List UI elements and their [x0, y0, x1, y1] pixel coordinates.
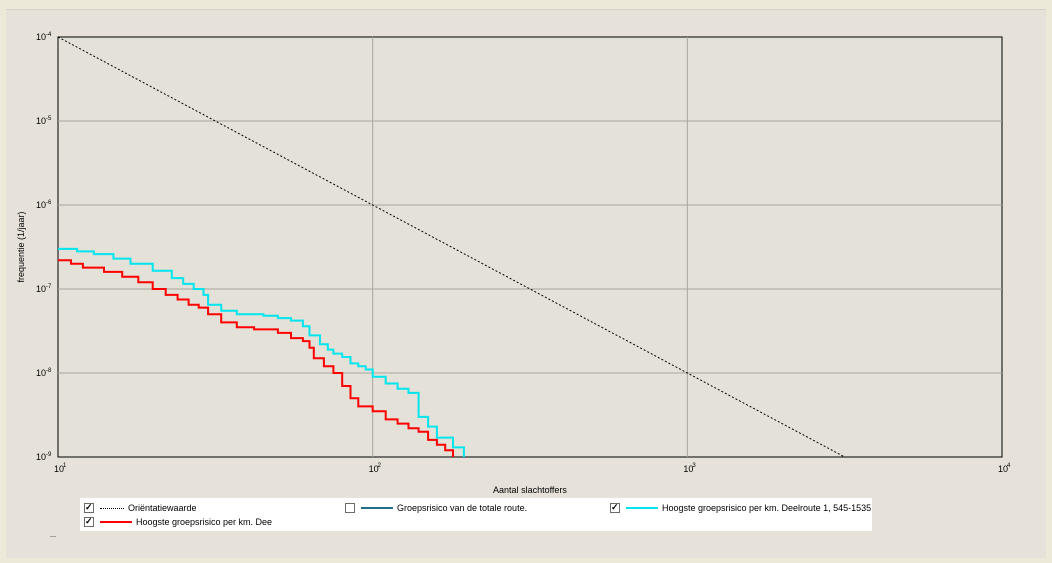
- legend-label-totale-route: Groepsrisico van de totale route.: [397, 503, 528, 513]
- x-tick-exponent: 1: [63, 463, 67, 469]
- legend-item-deelroute-1[interactable]: Hoogste groepsrisico per km. Deelroute 1…: [610, 501, 871, 515]
- y-tick-label: 10: [36, 32, 46, 42]
- legend-line-deelroute-1: [626, 507, 658, 509]
- y-tick-exponent: -4: [46, 32, 52, 38]
- x-axis-title: Aantal slachtoffers: [493, 485, 567, 495]
- y-tick-label: 10: [36, 368, 46, 378]
- y-tick-label: 10: [36, 452, 46, 462]
- series-line: [58, 247, 465, 457]
- checkbox-orientatiewaarde[interactable]: [84, 501, 94, 513]
- series-layer: [57, 36, 845, 458]
- y-tick-label: 10: [36, 200, 46, 210]
- legend-label-dee: Hoogste groepsrisico per km. Dee: [136, 517, 273, 527]
- legend-item-totale-route[interactable]: Groepsrisico van de totale route.: [345, 501, 527, 515]
- legend-line-totale-route: [361, 507, 393, 509]
- y-tick-exponent: -6: [46, 200, 52, 206]
- legend-item-dee[interactable]: Hoogste groepsrisico per km. Dee: [84, 515, 272, 529]
- x-tick-exponent: 2: [378, 463, 382, 469]
- legend-label-deelroute-1: Hoogste groepsrisico per km. Deelroute 1…: [662, 503, 872, 513]
- grid-lines: [58, 37, 1002, 457]
- checkbox-deelroute-1[interactable]: [610, 501, 620, 513]
- checkbox-dee[interactable]: [84, 515, 94, 527]
- y-tick-label: 10: [36, 116, 46, 126]
- legend-line-orientatiewaarde: [100, 507, 124, 509]
- x-tick-label: 10: [683, 464, 693, 474]
- y-tick-label: 10: [36, 284, 46, 294]
- legend: Oriëntatiewaarde Groepsrisico van de tot…: [80, 498, 872, 531]
- checkbox-totale-route[interactable]: [345, 503, 355, 513]
- y-tick-exponent: -7: [46, 284, 52, 290]
- legend-item-orientatiewaarde[interactable]: Oriëntatiewaarde: [84, 501, 197, 515]
- y-tick-exponent: -9: [46, 452, 52, 458]
- x-tick-label: 10: [998, 464, 1008, 474]
- y-axis-title: frequentie (1/jaar): [16, 211, 26, 282]
- series-line: [58, 259, 454, 457]
- x-tick-label: 10: [54, 464, 64, 474]
- divider: [50, 536, 56, 537]
- x-tick-exponent: 3: [692, 463, 696, 469]
- legend-label-orientatiewaarde: Oriëntatiewaarde: [128, 503, 197, 513]
- plot-area: [57, 36, 1003, 458]
- y-tick-exponent: -5: [46, 116, 52, 122]
- legend-line-dee: [100, 521, 132, 523]
- x-tick-label: 10: [369, 464, 379, 474]
- y-tick-exponent: -8: [46, 368, 52, 374]
- series-line: [57, 36, 845, 458]
- x-tick-exponent: 4: [1007, 463, 1011, 469]
